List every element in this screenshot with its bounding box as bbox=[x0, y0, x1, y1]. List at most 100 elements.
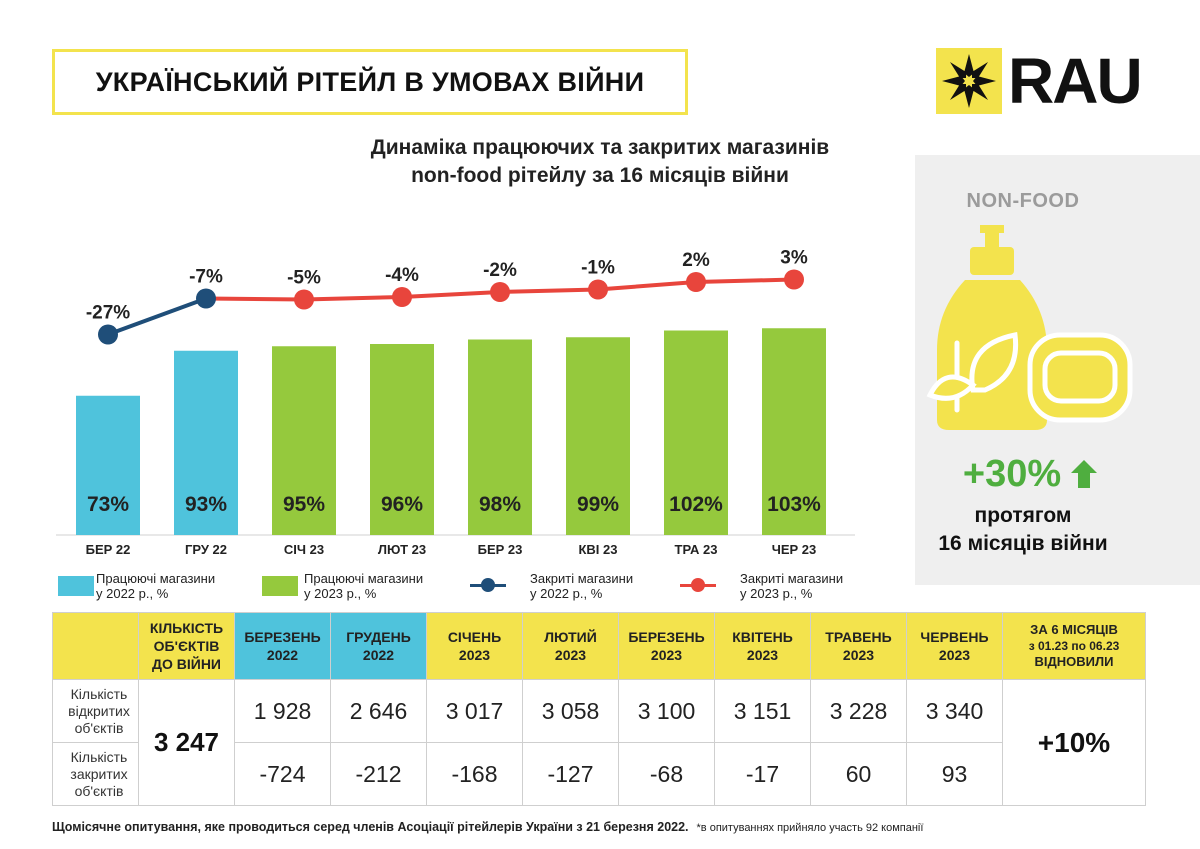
x-tick-label: БЕР 22 bbox=[86, 542, 131, 557]
table-header-row: КІЛЬКІСТЬ ОБ'ЄКТІВ ДО ВІЙНИ БЕРЕЗЕНЬ 2022 Г… bbox=[52, 612, 1146, 680]
page-title: УКРАЇНСЬКИЙ РІТЕЙЛ В УМОВАХ ВІЙНИ bbox=[95, 66, 645, 97]
bar bbox=[370, 344, 434, 535]
arrow-up-icon bbox=[1071, 459, 1098, 488]
chart-title: Динаміка працюючих та закритих магазинів… bbox=[300, 134, 900, 190]
logo-text: RAU bbox=[1008, 45, 1143, 117]
growth-caption: протягом 16 місяців війни bbox=[938, 504, 1108, 555]
table-cell: -168 bbox=[426, 742, 523, 806]
bar-value-label: 95% bbox=[283, 493, 325, 516]
legend-item-working-2023: Працюючі магазини у 2023 р., % bbox=[304, 571, 424, 601]
chart-title-line2: non-food рітейлу за 16 місяців війни bbox=[411, 164, 789, 187]
x-tick-label: ГРУ 22 bbox=[185, 542, 227, 557]
table-corner-cell bbox=[52, 612, 139, 680]
table-cell: 3 100 bbox=[618, 679, 715, 743]
x-tick-label: ЛЮТ 23 bbox=[378, 542, 426, 557]
table-cell: 3 017 bbox=[426, 679, 523, 743]
bar bbox=[664, 330, 728, 535]
line-value-label: 2% bbox=[682, 250, 710, 271]
legend-swatch-2023 bbox=[262, 576, 298, 596]
line-point bbox=[294, 289, 314, 310]
nonfood-products-icon bbox=[926, 225, 1133, 430]
line-point bbox=[588, 279, 608, 300]
recovered-value: +10% bbox=[1002, 679, 1146, 806]
table-cell: 3 340 bbox=[906, 679, 1003, 743]
line-value-label: 3% bbox=[780, 248, 808, 269]
line-value-label: -4% bbox=[385, 265, 419, 286]
table-header-cell: БЕРЕЗЕНЬ 2023 bbox=[618, 612, 715, 680]
legend-item-working-2022: Працюючі магазини у 2022 р., % bbox=[96, 571, 216, 601]
bar bbox=[174, 350, 238, 535]
x-tick-label: КВІ 23 bbox=[578, 542, 617, 557]
x-tick-label: ТРА 23 bbox=[675, 542, 718, 557]
table-header-cell: КВІТЕНЬ 2023 bbox=[714, 612, 811, 680]
table-cell: -212 bbox=[330, 742, 427, 806]
logo-star-icon bbox=[936, 48, 1002, 114]
line-point bbox=[98, 324, 118, 345]
growth-indicator: +30% bbox=[940, 452, 1120, 496]
table-cell: 60 bbox=[810, 742, 907, 806]
bar-value-label: 98% bbox=[479, 493, 521, 516]
table-cell: 3 058 bbox=[522, 679, 619, 743]
table-cell: 3 228 bbox=[810, 679, 907, 743]
table-row-closed: Кількість закритих об'єктів -724 -212 -168… bbox=[52, 742, 1146, 806]
table-header-cell: ЛЮТИЙ 2023 bbox=[522, 612, 619, 680]
table-row-open: Кількість відкритих об'єктів 3 247 1 928 2… bbox=[52, 679, 1146, 806]
legend-item-closed-2023: Закриті магазини у 2023 р., % bbox=[740, 571, 844, 601]
line-point bbox=[784, 269, 804, 290]
table-cell: -68 bbox=[618, 742, 715, 806]
bar-value-label: 103% bbox=[767, 493, 821, 516]
bar-value-label: 99% bbox=[577, 493, 619, 516]
bar bbox=[762, 328, 826, 535]
line-point bbox=[392, 287, 412, 307]
legend-swatch-2022 bbox=[58, 576, 94, 596]
table-cell: 93 bbox=[906, 742, 1003, 806]
table-cell: 3 151 bbox=[714, 679, 811, 743]
total-before-war: 3 247 bbox=[138, 679, 235, 806]
table-header-cell: ТРАВЕНЬ 2023 bbox=[810, 612, 907, 680]
line-value-label: -1% bbox=[581, 258, 615, 279]
table-header-cell: КІЛЬКІСТЬ ОБ'ЄКТІВ ДО ВІЙНИ bbox=[138, 612, 235, 680]
line-point bbox=[490, 282, 510, 302]
chart-title-line1: Динаміка працюючих та закритих магазинів bbox=[370, 136, 830, 159]
bar bbox=[468, 339, 532, 535]
rau-logo: RAU bbox=[936, 45, 1176, 118]
bar bbox=[566, 337, 630, 535]
line-value-label: -7% bbox=[189, 267, 223, 288]
table-cell: -127 bbox=[522, 742, 619, 806]
line-series bbox=[107, 296, 207, 337]
line-value-label: -5% bbox=[287, 268, 321, 289]
growth-value: +30% bbox=[962, 452, 1062, 495]
table-cell: -17 bbox=[714, 742, 811, 806]
x-tick-label: СІЧ 23 bbox=[284, 542, 324, 557]
bar-value-label: 96% bbox=[381, 493, 423, 516]
table-header-cell: ГРУДЕНЬ 2022 bbox=[330, 612, 427, 680]
table-cell: 1 928 bbox=[234, 679, 331, 743]
line-point bbox=[686, 272, 706, 292]
legend-dot-2022 bbox=[481, 578, 495, 592]
table-header-cell: ЗА 6 МІСЯЦІВ з 01.23 по 06.23 ВІДНОВИЛИ bbox=[1002, 612, 1146, 680]
category-label: NON-FOOD bbox=[966, 190, 1080, 212]
legend-item-closed-2022: Закриті магазини у 2022 р., % bbox=[530, 571, 634, 601]
bar bbox=[272, 346, 336, 535]
bar-value-label: 73% bbox=[87, 493, 129, 516]
table-cell: -724 bbox=[234, 742, 331, 806]
line-value-label: -2% bbox=[483, 260, 517, 281]
x-tick-label: ЧЕР 23 bbox=[772, 542, 817, 557]
data-table: КІЛЬКІСТЬ ОБ'ЄКТІВ ДО ВІЙНИ БЕРЕЗЕНЬ 2022 Г… bbox=[52, 612, 1146, 806]
table-header-cell: СІЧЕНЬ 2023 bbox=[426, 612, 523, 680]
page-title-box: УКРАЇНСЬКИЙ РІТЕЙЛ В УМОВАХ ВІЙНИ bbox=[52, 49, 688, 115]
line-value-label: -27% bbox=[86, 303, 130, 324]
row-label-closed: Кількість закритих об'єктів bbox=[52, 742, 139, 806]
legend-dot-2023 bbox=[691, 578, 705, 592]
row-label-open: Кількість відкритих об'єктів bbox=[52, 679, 139, 743]
bar-value-label: 102% bbox=[669, 493, 723, 516]
footnote-note: *в опитуваннях прийняло участь 92 компан… bbox=[696, 822, 924, 834]
bar-value-label: 93% bbox=[185, 493, 227, 516]
table-header-cell: ЧЕРВЕНЬ 2023 bbox=[906, 612, 1003, 680]
line-point bbox=[196, 288, 216, 309]
table-header-cell: БЕРЕЗЕНЬ 2022 bbox=[234, 612, 331, 680]
bar bbox=[76, 395, 140, 535]
x-tick-label: БЕР 23 bbox=[478, 542, 523, 557]
footnote-main: Щомісячне опитування, яке проводиться се… bbox=[52, 820, 689, 834]
table-cell: 2 646 bbox=[330, 679, 427, 743]
